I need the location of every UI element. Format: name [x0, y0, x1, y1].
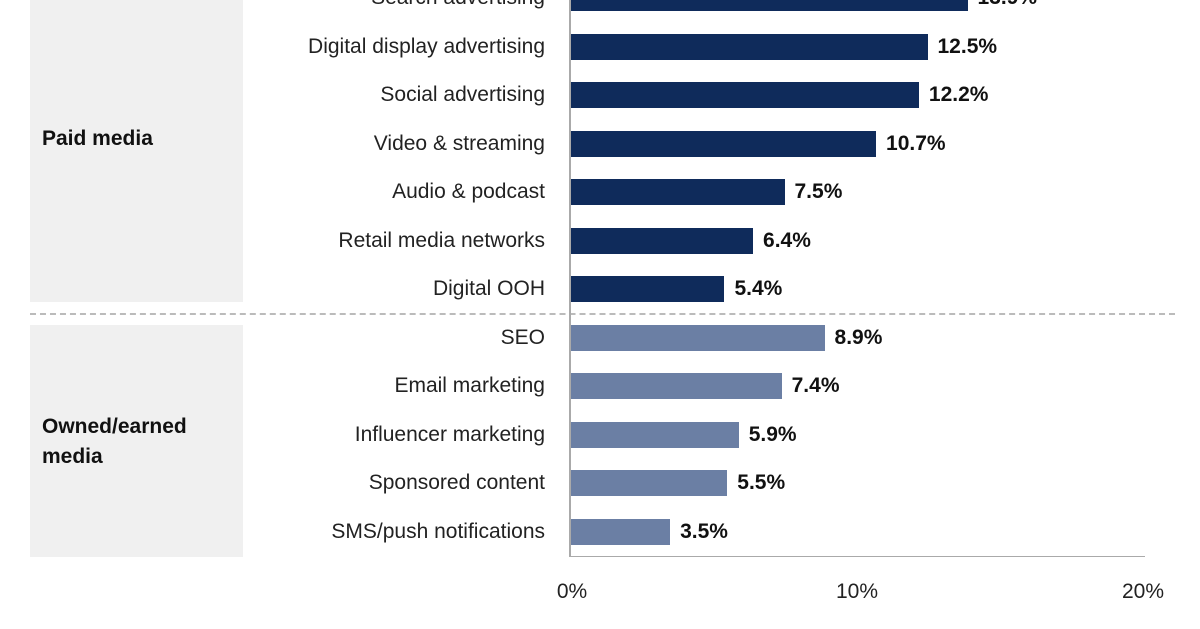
category-label: SMS/push notifications: [331, 519, 545, 543]
data-label: 5.9%: [748, 422, 797, 446]
data-label: 5.5%: [737, 471, 786, 494]
data-label: 10.7%: [886, 131, 946, 155]
y-axis-line: [569, 0, 571, 557]
bar: [570, 82, 919, 108]
category-label: Sponsored content: [368, 471, 545, 494]
bar: [570, 421, 739, 448]
category-label: Social advertising: [380, 83, 545, 106]
bar: [570, 276, 725, 302]
category-label: Email marketing: [394, 374, 545, 397]
x-tick-20: 20%: [1121, 580, 1165, 603]
category-label: Digital OOH: [432, 277, 545, 300]
category-label: Audio & podcast: [392, 180, 545, 203]
data-label: 13.9%: [978, 0, 1038, 10]
data-label: 12.2%: [928, 83, 989, 106]
data-label: 7.4%: [791, 374, 840, 397]
data-label: 12.5%: [937, 34, 998, 58]
data-label: 8.9%: [834, 325, 883, 349]
bar: [570, 324, 825, 351]
category-label: SEO: [500, 325, 545, 349]
category-label: Influencer marketing: [354, 422, 545, 446]
group-label-owned-line2: media: [42, 445, 103, 468]
x-tick-10: 10%: [835, 580, 879, 603]
bar: [570, 373, 782, 399]
group-label-owned-line1: Owned/earned: [42, 415, 187, 438]
x-axis-line: [570, 556, 1145, 557]
category-label: Video & streaming: [373, 131, 545, 155]
category-label: Search advertising: [371, 0, 545, 10]
x-tick-0: 0%: [556, 580, 588, 603]
owned-media-panel: [30, 325, 243, 557]
bar: [570, 470, 728, 496]
category-label: Retail media networks: [338, 228, 545, 252]
group-divider: [30, 313, 1175, 315]
category-label: Digital display advertising: [308, 34, 545, 58]
bar: [570, 33, 928, 60]
bar: [570, 179, 785, 205]
group-label-paid: Paid media: [42, 127, 153, 150]
paid-media-panel: [30, 0, 243, 302]
bar: [570, 227, 754, 254]
data-label: 6.4%: [763, 228, 811, 252]
data-label: 3.5%: [680, 519, 728, 543]
data-label: 7.5%: [794, 180, 843, 203]
group-label-owned: Owned/earned media: [42, 412, 187, 472]
data-label: 5.4%: [734, 277, 783, 300]
bar: [570, 518, 671, 545]
bar: [570, 0, 968, 11]
bar: [570, 130, 877, 157]
